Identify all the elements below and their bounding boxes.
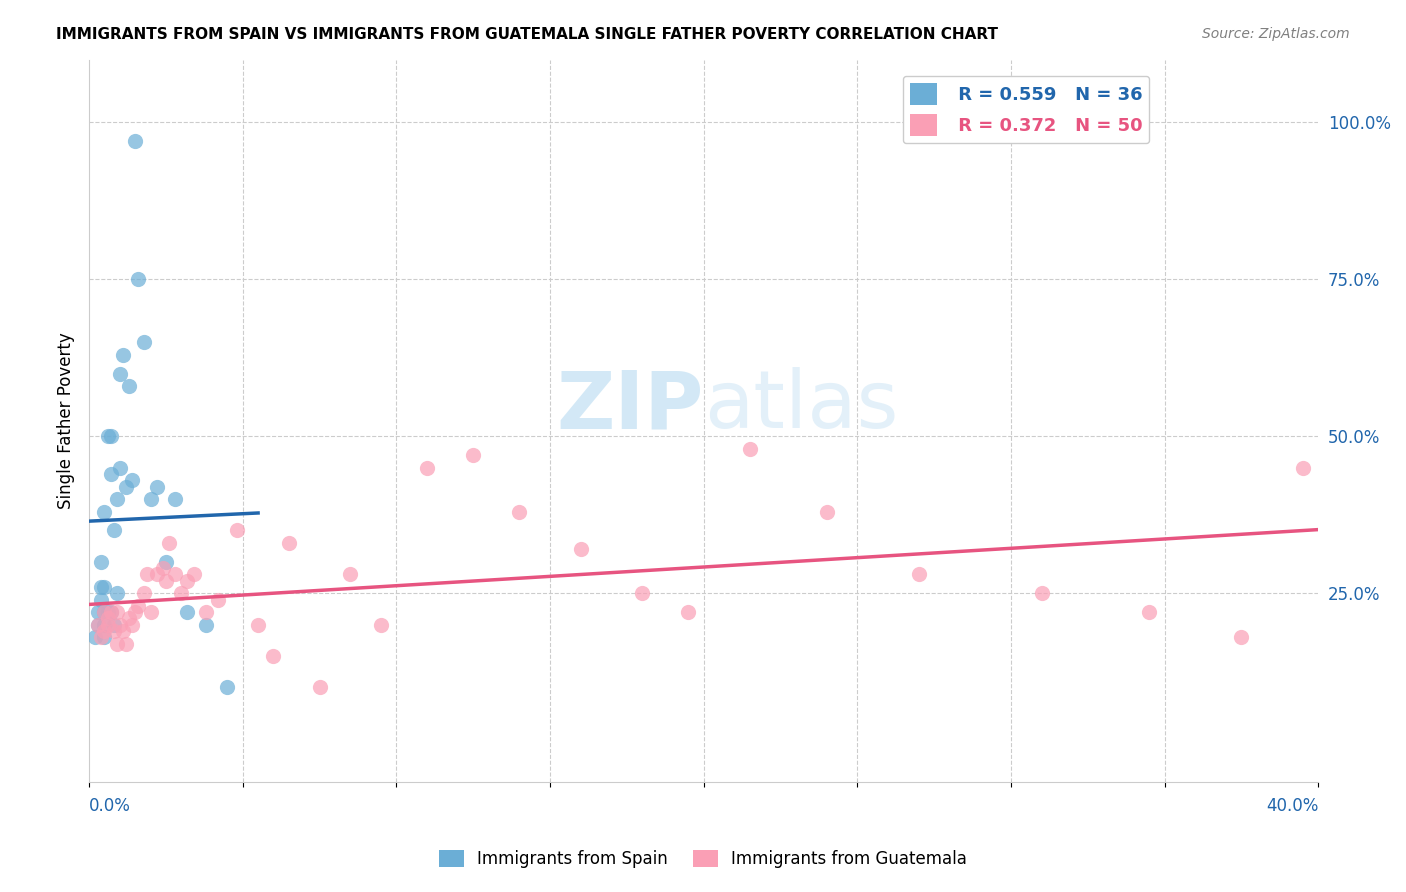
Point [176, 574, 198, 588]
Point [121, 473, 143, 487]
Point [139, 605, 162, 619]
Point [463, 448, 485, 462]
Point [1292, 460, 1315, 475]
Point [308, 681, 330, 695]
Point [152, 561, 174, 575]
Point [145, 567, 167, 582]
Point [96, 611, 118, 625]
Point [183, 567, 205, 582]
Point [176, 605, 198, 619]
Point [100, 605, 122, 619]
Point [93, 580, 115, 594]
Point [194, 605, 217, 619]
Point [225, 524, 247, 538]
Point [157, 536, 180, 550]
Point [96, 605, 118, 619]
Point [217, 681, 239, 695]
Point [508, 505, 530, 519]
Point [100, 429, 122, 443]
Point [370, 617, 392, 632]
Point [90, 592, 112, 607]
Legend: Immigrants from Spain, Immigrants from Guatemala: Immigrants from Spain, Immigrants from G… [432, 843, 974, 875]
Point [247, 617, 270, 632]
Point [165, 492, 187, 507]
Point [262, 648, 284, 663]
Point [277, 536, 299, 550]
Point [1230, 630, 1253, 644]
Point [84, 630, 107, 644]
Point [678, 605, 700, 619]
Point [339, 567, 361, 582]
Text: IMMIGRANTS FROM SPAIN VS IMMIGRANTS FROM GUATEMALA SINGLE FATHER POVERTY CORRELA: IMMIGRANTS FROM SPAIN VS IMMIGRANTS FROM… [56, 27, 998, 42]
Text: atlas: atlas [703, 368, 898, 445]
Point [139, 492, 162, 507]
Y-axis label: Single Father Poverty: Single Father Poverty [58, 332, 75, 509]
Point [103, 624, 125, 638]
Point [93, 624, 115, 638]
Point [90, 630, 112, 644]
Point [631, 586, 654, 600]
Point [108, 617, 131, 632]
Point [738, 442, 761, 456]
Point [136, 567, 159, 582]
Text: ZIP: ZIP [557, 368, 703, 445]
Point [207, 592, 229, 607]
Point [87, 617, 110, 632]
Point [1137, 605, 1160, 619]
Point [121, 617, 143, 632]
Point [111, 624, 134, 638]
Point [87, 617, 110, 632]
Point [170, 586, 193, 600]
Point [145, 479, 167, 493]
Point [127, 599, 149, 613]
Text: 0.0%: 0.0% [89, 797, 131, 815]
Point [118, 611, 141, 625]
Text: Source: ZipAtlas.com: Source: ZipAtlas.com [1202, 27, 1350, 41]
Point [105, 586, 128, 600]
Point [108, 460, 131, 475]
Point [105, 605, 128, 619]
Point [907, 567, 929, 582]
Legend:  R = 0.559   N = 36,  R = 0.372   N = 50: R = 0.559 N = 36, R = 0.372 N = 50 [903, 76, 1150, 144]
Text: 40.0%: 40.0% [1265, 797, 1319, 815]
Point [93, 505, 115, 519]
Point [105, 492, 128, 507]
Point [115, 479, 138, 493]
Point [1031, 586, 1053, 600]
Point [96, 429, 118, 443]
Point [100, 467, 122, 481]
Point [134, 335, 156, 350]
Point [93, 617, 115, 632]
Point [115, 636, 138, 650]
Point [118, 379, 141, 393]
Point [569, 542, 592, 557]
Point [90, 580, 112, 594]
Point [87, 605, 110, 619]
Point [103, 617, 125, 632]
Point [103, 524, 125, 538]
Point [124, 605, 146, 619]
Point [127, 272, 149, 286]
Point [134, 586, 156, 600]
Point [111, 348, 134, 362]
Point [155, 574, 177, 588]
Point [155, 555, 177, 569]
Point [90, 555, 112, 569]
Point [124, 134, 146, 148]
Point [165, 567, 187, 582]
Point [100, 605, 122, 619]
Point [416, 460, 439, 475]
Point [96, 617, 118, 632]
Point [93, 605, 115, 619]
Point [108, 367, 131, 381]
Point [93, 630, 115, 644]
Point [93, 605, 115, 619]
Point [194, 617, 217, 632]
Point [815, 505, 838, 519]
Point [105, 636, 128, 650]
